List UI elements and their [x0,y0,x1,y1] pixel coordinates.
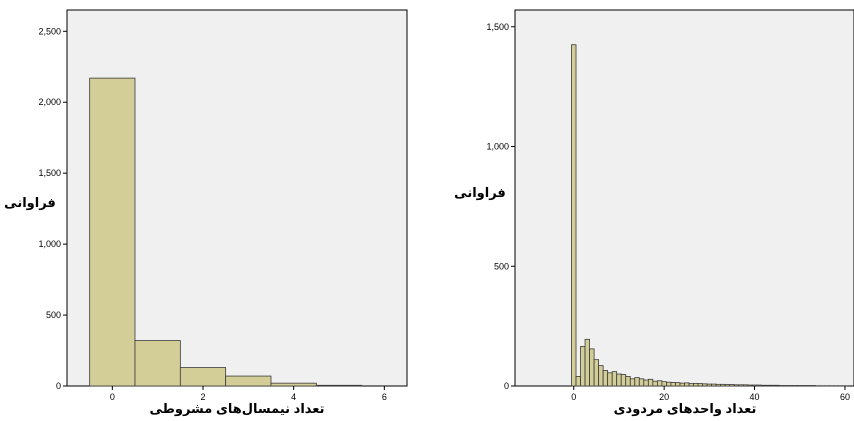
plot-area [514,9,854,387]
chart-academic-probation-histogram: 0 500 1,000 1,500 2,000 2,500 0 2 4 6 تعداد نیمسا… [4,9,408,416]
y-tick-label: 2,500 [38,26,61,36]
histogram-bar [706,383,713,387]
histogram-bar [747,384,753,387]
histogram-bar [575,376,581,387]
y-tick-label: 1,500 [38,168,61,178]
histogram-bar [652,380,658,387]
histogram-bar [756,384,762,387]
histogram-bar [589,348,595,387]
histogram-bar [733,384,740,387]
histogram-bar [693,382,699,387]
histogram-bar [647,378,654,387]
histogram-bar [225,375,272,387]
histogram-bar [638,378,645,387]
x-tick-label: 6 [382,392,387,402]
histogram-bar [711,383,717,387]
histogram-bar [602,370,609,387]
histogram-bar [611,371,618,387]
histogram-bar [742,384,749,387]
histogram-bar [670,382,676,387]
histogram-bar [661,381,667,387]
y-tick-label: 1,500 [486,22,509,32]
histogram-bar [738,384,744,387]
histogram-bar [751,384,758,387]
chart-failed-units-histogram: 0 500 1,000 1,500 0 20 40 60 تعداد واحدهای مردو… [454,9,854,416]
y-tick-label: 1,000 [486,142,509,152]
histogram-bar [598,365,604,387]
histogram-bar [179,367,227,387]
x-tick-label: 2 [200,392,205,402]
y-axis-label: فراوانی [4,195,56,210]
histogram-bar [774,384,780,387]
histogram-bar [634,377,640,387]
histogram-bar [315,384,363,387]
x-tick-label: 0 [571,392,576,402]
histogram-bar [715,383,722,387]
x-tick-label: 20 [659,392,669,402]
histogram-bar [656,380,663,387]
histogram-bar [571,44,577,387]
histogram-bar [629,378,636,387]
histogram-bar [643,379,649,387]
histogram-bar [620,374,627,387]
y-tick-label: 500 [46,310,61,320]
y-tick-label: 0 [504,381,509,391]
histogram-bar [760,384,767,387]
histogram-bar [688,383,694,387]
x-axis-label: تعداد نیمسال‌های مشروطی [149,401,324,416]
histogram-bar [679,382,685,387]
histogram-bar [720,383,726,387]
axes: 0 500 1,000 1,500 2,000 2,500 0 2 4 6 [38,26,386,402]
histogram-bar [702,383,708,387]
histogram-bar [580,346,586,387]
x-tick-label: 60 [840,392,850,402]
y-tick-label: 1,000 [38,239,61,249]
histogram-bar [729,384,735,387]
x-tick-label: 0 [110,392,115,402]
histogram-bar [769,384,776,387]
y-tick-label: 500 [494,261,509,271]
histogram-bar [593,359,600,387]
histogram-bar [666,381,672,387]
histogram-bar [89,77,136,387]
axes: 0 500 1,000 1,500 0 20 40 60 [486,22,849,402]
histogram-bar [134,340,181,387]
y-axis-label: فراوانی [454,185,506,200]
x-tick-label: 40 [750,392,760,402]
histogram-bar [765,384,771,387]
bars [571,44,848,387]
bars [89,77,363,387]
x-axis-label: تعداد واحدهای مردودی [614,401,757,416]
histogram-bar [697,383,703,387]
histogram-bar [684,382,690,387]
histogram-bar [675,382,681,387]
histogram-bar [607,372,613,387]
y-tick-label: 0 [56,381,61,391]
histogram-bar [625,376,631,387]
histogram-bar [584,338,590,387]
x-tick-label: 4 [291,392,296,402]
histogram-bar [616,373,622,387]
histogram-bar [724,384,731,387]
histogram-bar [270,382,317,387]
y-tick-label: 2,000 [38,97,61,107]
